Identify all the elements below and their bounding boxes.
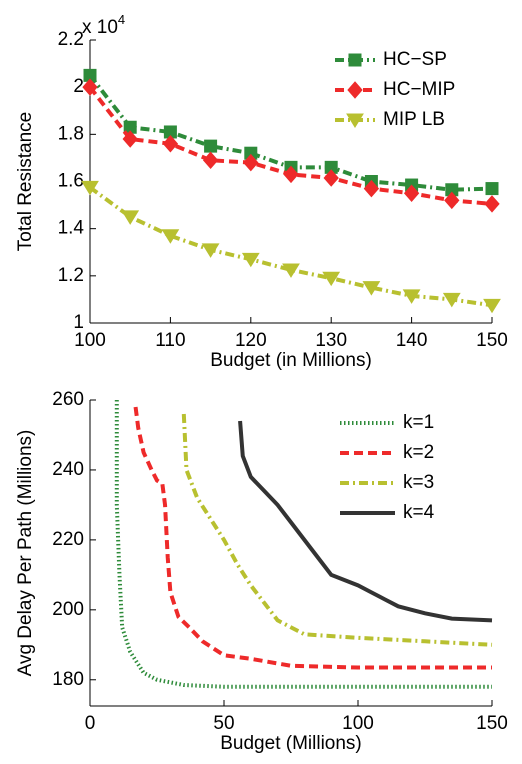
y-tick-label: 220 <box>52 529 84 550</box>
legend-label: k=4 <box>403 502 435 523</box>
marker <box>161 229 180 244</box>
y-tick-label: 260 <box>52 389 84 410</box>
y-tick-label: 1.6 <box>58 171 84 192</box>
marker <box>402 289 421 304</box>
marker <box>484 195 500 213</box>
legend-label: k=1 <box>403 412 434 433</box>
multiplier-exponent: 4 <box>118 12 125 27</box>
y-axis-label: Total Resistance <box>15 112 36 251</box>
marker <box>243 153 259 172</box>
y-tick-label: 1 <box>73 312 84 333</box>
x-tick-label: 110 <box>155 330 185 351</box>
multiplier-base: x 10 <box>82 17 118 38</box>
marker <box>204 139 218 153</box>
marker <box>362 281 381 296</box>
x-axis-label: Budget (in Millions) <box>210 350 372 371</box>
y-tick-label: 200 <box>52 599 84 620</box>
marker <box>323 169 339 187</box>
x-tick-label: 150 <box>476 330 508 351</box>
y-tick-label: 2 <box>73 76 84 97</box>
series-line <box>181 413 493 647</box>
y-tick-label: 1.4 <box>58 218 85 239</box>
legend-label: HC−SP <box>383 49 447 70</box>
y-tick-label: 1.8 <box>58 123 84 144</box>
marker <box>483 298 501 314</box>
x-axis-label: Budget (Millions) <box>220 733 362 754</box>
y-tick-label: 1.2 <box>58 265 84 286</box>
marker <box>122 130 138 148</box>
marker <box>346 113 364 128</box>
y-tick-label: 2.2 <box>58 29 84 50</box>
legend-label: MIP LB <box>383 109 445 130</box>
marker <box>444 191 460 210</box>
marker <box>201 243 220 258</box>
marker <box>82 78 98 96</box>
legend-label: HC−MIP <box>383 79 455 100</box>
series-line <box>114 400 492 689</box>
legend-label: k=3 <box>403 472 434 493</box>
marker <box>121 210 140 225</box>
x-tick-label: 100 <box>342 713 374 734</box>
y-tick-label: 180 <box>52 669 84 690</box>
x-tick-label: 130 <box>315 330 347 351</box>
marker <box>283 165 299 184</box>
marker <box>81 180 99 196</box>
marker <box>347 81 363 99</box>
y-axis-label: Avg Delay Per Path (Millions) <box>15 430 36 677</box>
x-tick-label: 50 <box>213 713 234 734</box>
x-tick-label: 120 <box>235 330 267 351</box>
marker <box>403 184 420 203</box>
series-line <box>238 420 493 623</box>
legend-label: k=2 <box>403 442 434 463</box>
y-tick-label: 240 <box>52 459 84 480</box>
marker <box>282 263 300 278</box>
marker <box>241 252 260 268</box>
x-tick-label: 140 <box>396 330 428 351</box>
series-line <box>133 406 492 670</box>
marker <box>363 179 380 198</box>
marker <box>485 182 499 196</box>
marker <box>162 135 179 153</box>
marker <box>348 53 362 67</box>
series-line <box>88 185 493 308</box>
x-tick-label: 150 <box>476 713 508 734</box>
marker <box>322 271 341 287</box>
marker <box>442 292 461 308</box>
y-multiplier: x 104 <box>82 12 125 38</box>
x-tick-label: 100 <box>74 330 106 351</box>
marker <box>202 151 219 170</box>
x-tick-label: 0 <box>85 713 96 734</box>
